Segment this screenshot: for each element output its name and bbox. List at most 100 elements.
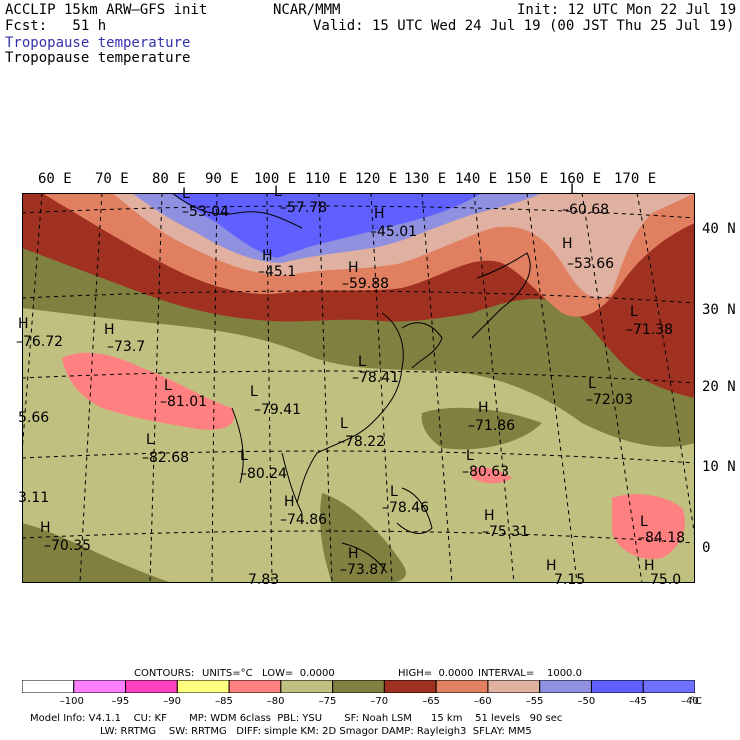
colorbar-tick-label: –50 [577, 696, 596, 707]
map-field [22, 193, 695, 583]
lat-label: 0 [702, 540, 711, 556]
colorbar-tick-label: –100 [59, 696, 84, 707]
map-marker-letter: L [390, 484, 398, 500]
org-label: NCAR/MMM [273, 2, 341, 18]
contours-low: LOW= 0.0000 [262, 668, 335, 679]
map-marker-letter: H [374, 206, 385, 222]
coastlines [171, 193, 531, 574]
map-marker-value: –71.86 [468, 418, 516, 434]
graticule [22, 193, 695, 583]
map-marker-value: –72.03 [586, 392, 634, 408]
init-time: Init: 12 UTC Mon 22 Jul 19 [517, 2, 737, 18]
colorbar [22, 680, 695, 693]
map-marker-value: –70.35 [44, 538, 92, 554]
model-title: ACCLIP 15km ARW–GFS init [5, 2, 208, 18]
map-marker-value: 75.0 [650, 572, 682, 588]
colorbar-unit: °C [690, 696, 702, 707]
lon-label: 110 E [305, 171, 348, 187]
map-marker-letter: H [562, 236, 573, 252]
colorbar-tick-label: –90 [163, 696, 182, 707]
lat-label: 10 N [702, 459, 736, 475]
lon-label: 150 E [506, 171, 549, 187]
map-marker-letter: H [40, 520, 51, 536]
map-marker-value: –80.63 [462, 464, 510, 480]
map-marker-value: –74.86 [280, 512, 328, 528]
map-marker-value: –81.01 [160, 394, 208, 410]
colorbar-cell [642, 680, 695, 693]
map-marker-value: –79.41 [254, 402, 302, 418]
model-info-line1: Model Info: V4.1.1 CU: KF MP: WDM 6class… [30, 713, 563, 724]
map-marker-letter: L [146, 432, 154, 448]
colorbar-cell [539, 680, 592, 693]
map-marker-letter: H [104, 322, 115, 338]
map-marker-letter: H [348, 546, 359, 562]
map-marker-letter: L [466, 448, 474, 464]
colorbar-tick-label: –45 [629, 696, 647, 707]
field-band-dark-olive-south [22, 523, 172, 583]
map-marker-letter: H [484, 508, 495, 524]
map-marker-letter: H [262, 248, 273, 264]
colorbar-cell [383, 680, 437, 693]
contours-interval: INTERVAL= 1000.0 [478, 668, 582, 679]
contours-high: HIGH= 0.0000 [398, 668, 474, 679]
colorbar-cell [332, 680, 385, 693]
colorbar-cell [487, 680, 541, 693]
map-marker-value: –75.31 [482, 524, 530, 540]
map-marker-value: 3.11 [18, 490, 50, 506]
map-marker-value: –59.88 [342, 276, 390, 292]
colorbar-tick-label: –75 [318, 696, 337, 707]
field-title-2: Tropopause temperature [5, 50, 191, 66]
map-marker-value: –60.68 [562, 202, 610, 218]
map-marker-value: –82.68 [142, 450, 190, 466]
map-marker-value: –78.46 [382, 500, 430, 516]
map-marker-letter: L [570, 182, 578, 198]
lon-label: 60 E [38, 171, 72, 187]
colorbar-cell [125, 680, 178, 693]
map-marker-letter: L [240, 448, 248, 464]
map-marker-value: 7.15 [554, 572, 586, 588]
map-marker-value: 5.66 [18, 410, 50, 426]
map-marker-letter: H [18, 316, 29, 332]
colorbar-cell [228, 680, 282, 693]
map-marker-letter: H [284, 494, 295, 510]
contours-units: UNITS=°C [202, 668, 253, 679]
lon-label: 70 E [95, 171, 129, 187]
lat-label: 20 N [702, 379, 736, 395]
map-marker-letter: H [348, 260, 359, 276]
lat-label: 40 N [702, 221, 736, 237]
lon-label: 130 E [404, 171, 447, 187]
map-marker-letter: L [274, 184, 282, 200]
field-cold-pool [62, 352, 235, 430]
map-marker-value: –76.72 [16, 334, 64, 350]
map-marker-letter: L [358, 354, 366, 370]
colorbar-cell [435, 680, 489, 693]
map-frame [22, 193, 695, 583]
lat-label: 30 N [702, 302, 736, 318]
colorbar-tick-label: –60 [473, 696, 492, 707]
colorbar-tick-label: –80 [266, 696, 285, 707]
contours-label: CONTOURS: [134, 668, 195, 679]
lon-label: 140 E [455, 171, 498, 187]
lon-label: 170 E [614, 171, 657, 187]
map-marker-letter: H [546, 558, 557, 574]
map-marker-value: –73.87 [340, 562, 388, 578]
map-marker-letter: L [340, 416, 348, 432]
lon-label: 100 E [254, 171, 297, 187]
map-marker-letter: L [164, 378, 172, 394]
map-marker-value: –57.78 [280, 200, 328, 216]
map-marker-letter: L [250, 384, 258, 400]
model-info-line2: LW: RRTMG SW: RRTMG DIFF: simple KM: 2D … [100, 726, 532, 737]
valid-time: Valid: 15 UTC Wed 24 Jul 19 (00 JST Thu … [313, 18, 735, 34]
lon-label: 120 E [355, 171, 398, 187]
tropopause-temperature-map: L –53.04 L –57.78 H –45.01 L –60.68 H –5… [16, 183, 695, 587]
map-marker-letter: L [588, 376, 596, 392]
map-marker-value: –45.1 [258, 264, 297, 280]
colorbar-cell [590, 680, 644, 693]
field-cold-pool [612, 494, 686, 559]
colorbar-tick-label: –40 [681, 696, 699, 707]
lon-label: 90 E [205, 171, 239, 187]
map-marker-letter: H [644, 558, 655, 574]
map-marker-value: –73.7 [107, 339, 146, 355]
colorbar-tick-label: –55 [525, 696, 544, 707]
